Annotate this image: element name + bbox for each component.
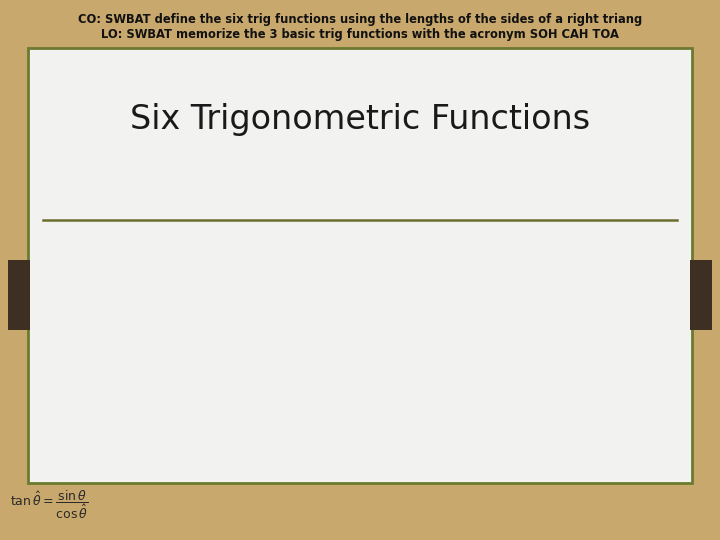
FancyBboxPatch shape: [8, 260, 30, 330]
Text: Six Trigonometric Functions: Six Trigonometric Functions: [130, 104, 590, 137]
Text: LO: SWBAT memorize the 3 basic trig functions with the acronym SOH CAH TOA: LO: SWBAT memorize the 3 basic trig func…: [101, 28, 619, 41]
Text: $\tan\hat{\theta} = \dfrac{\sin\theta}{\cos\hat{\theta}}$: $\tan\hat{\theta} = \dfrac{\sin\theta}{\…: [10, 489, 89, 522]
FancyBboxPatch shape: [28, 48, 692, 483]
FancyBboxPatch shape: [690, 260, 712, 330]
Text: CO: SWBAT define the six trig functions using the lengths of the sides of a righ: CO: SWBAT define the six trig functions …: [78, 13, 642, 26]
